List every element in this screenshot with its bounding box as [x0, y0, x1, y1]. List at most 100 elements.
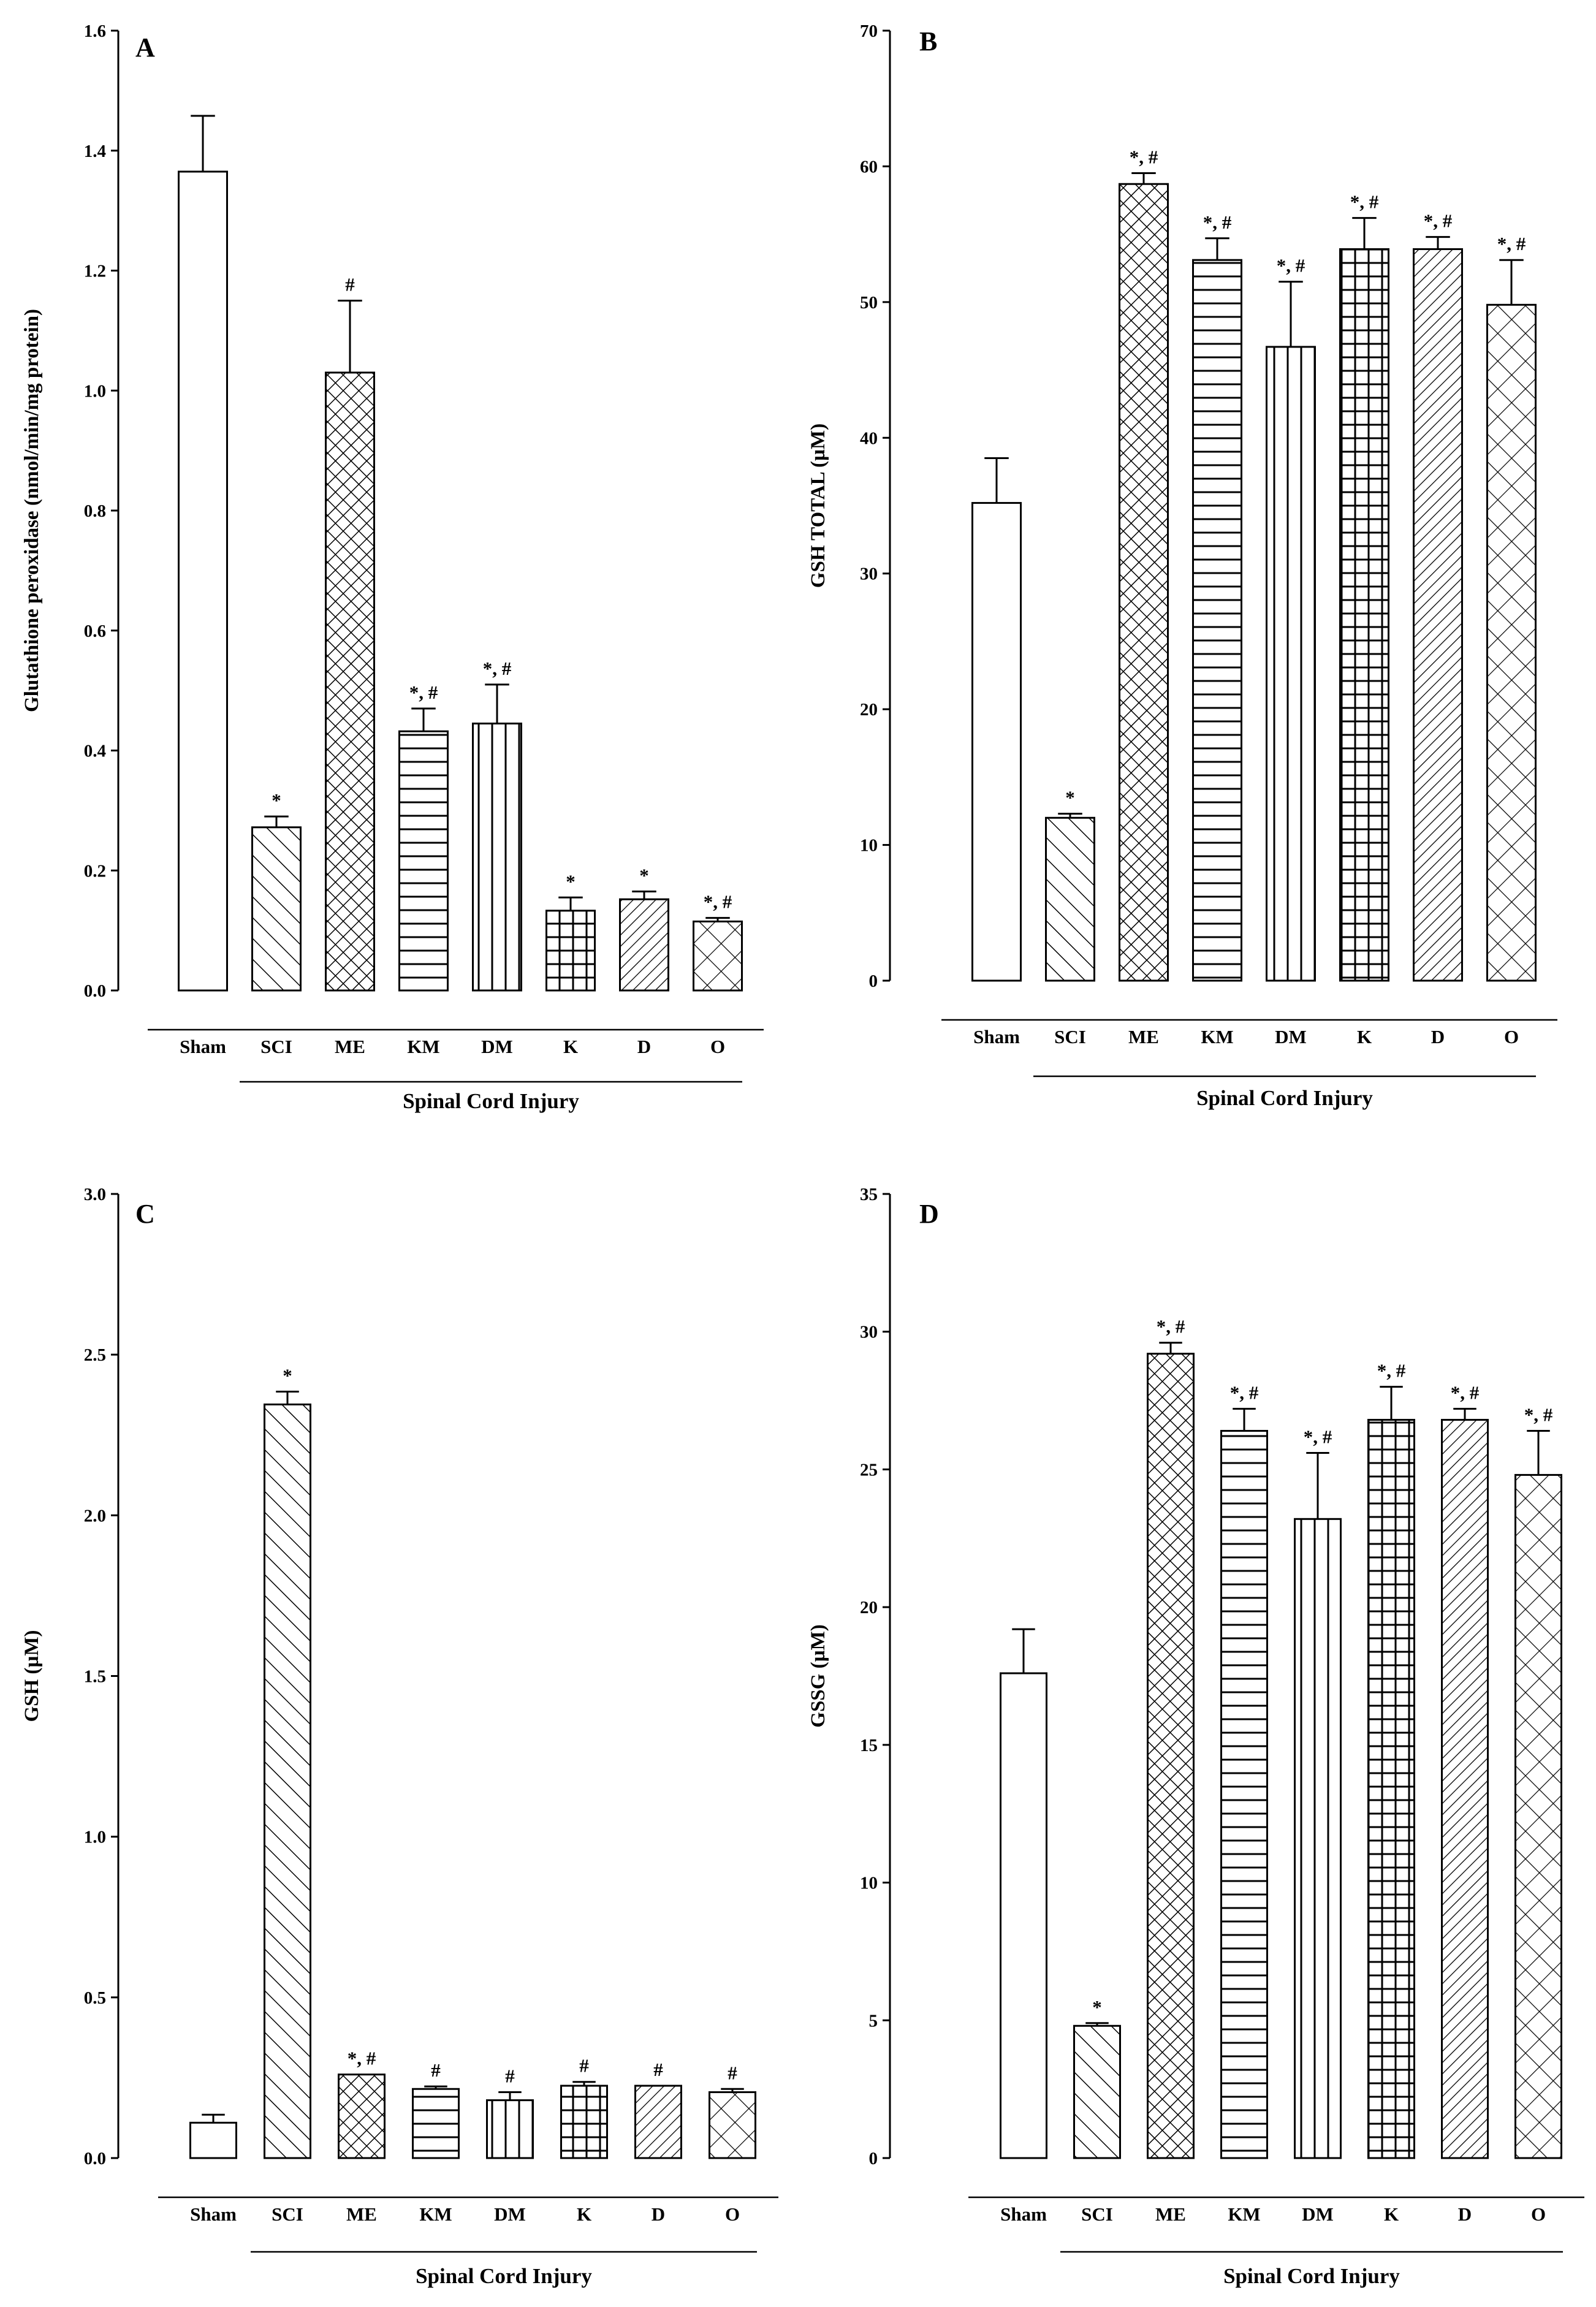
panel-d-significance-label: *, # — [1377, 1360, 1406, 1382]
panel-c-category-label: ME — [346, 2203, 377, 2225]
panel-c-bar-me — [338, 2073, 386, 2159]
panel-d-category-label: O — [1531, 2203, 1546, 2225]
panel-d-category-label: KM — [1228, 2203, 1260, 2225]
panel-c-significance-label: # — [431, 2059, 441, 2081]
panel-d-significance-label: *, # — [1451, 1382, 1480, 1404]
panel-b-bar-o — [1486, 303, 1537, 982]
panel-a-significance-label: *, # — [409, 682, 438, 703]
panel-b-y-tick-label: 30 — [860, 564, 878, 584]
panel-d-bar-sci — [1073, 2024, 1121, 2159]
panel-b-y-tick-label: 20 — [860, 700, 878, 720]
panel-b-significance-label: *, # — [1203, 211, 1232, 233]
panel-c-letter: C — [135, 1199, 155, 1229]
panel-d-category-label: ME — [1155, 2203, 1186, 2225]
panel-b-letter: B — [919, 26, 937, 56]
panel-b-category-label: O — [1504, 1026, 1519, 1047]
panel-d-category-label: D — [1458, 2203, 1472, 2225]
panel-d-category-label: Sham — [1000, 2203, 1047, 2225]
panel-d-y-tick-label: 20 — [860, 1598, 878, 1617]
panel-c-category-label: Sham — [190, 2203, 237, 2225]
panel-c-y-tick-label: 3.0 — [84, 1185, 106, 1204]
panel-b-bar-d — [1413, 248, 1463, 982]
panel-c-category-label: SCI — [272, 2203, 303, 2225]
panel-a-y-tick-label: 0.0 — [84, 981, 106, 1001]
panel-a-category-label: Sham — [180, 1036, 226, 1057]
panel-d-letter: D — [919, 1199, 939, 1229]
panel-a-bar-k — [545, 910, 596, 992]
panel-b-category-label: K — [1357, 1026, 1372, 1047]
panel-a-y-tick-label: 0.4 — [84, 742, 106, 761]
panel-d-bar-sham — [1000, 1672, 1047, 2159]
panel-a-category-label: DM — [481, 1036, 513, 1057]
panel-c-y-tick-label: 0.5 — [84, 1988, 106, 2008]
panel-a-y-tick-label: 0.8 — [84, 501, 106, 521]
panel-b-category-label: DM — [1275, 1026, 1307, 1047]
panel-d-significance-label: *, # — [1524, 1404, 1553, 1426]
panel-b-significance-label: *, # — [1277, 255, 1305, 276]
panel-d-category-label: K — [1384, 2203, 1399, 2225]
panel-b-category-label: SCI — [1054, 1026, 1086, 1047]
panel-c-bar-k — [560, 2085, 608, 2159]
panel-c-category-label: K — [577, 2203, 591, 2225]
panel-c-y-tick-label: 1.0 — [84, 1828, 106, 1847]
panel-d-significance-label: *, # — [1157, 1316, 1185, 1337]
panel-d-bar-me — [1147, 1353, 1195, 2159]
panel-b-y-tick-label: 10 — [860, 836, 878, 856]
panel-a-category-label: ME — [335, 1036, 365, 1057]
panel-d-significance-label: * — [1092, 1996, 1102, 2018]
panel-a-y-tick-label: 1.0 — [84, 381, 106, 401]
panel-b-bar-me — [1119, 183, 1169, 982]
panel-b-bar-sci — [1045, 816, 1095, 982]
panel-b-y-tick-label: 70 — [860, 21, 878, 41]
panel-a-y-tick-label: 0.2 — [84, 861, 106, 881]
panel-b-significance-label: *, # — [1350, 191, 1379, 213]
panel-d-significance-label: *, # — [1230, 1382, 1259, 1404]
panel-c-category-label: D — [652, 2203, 665, 2225]
panel-b-significance-label: *, # — [1130, 146, 1158, 168]
panel-d-bar-k — [1367, 1419, 1415, 2159]
panel-d-group-label: Spinal Cord Injury — [1223, 2264, 1400, 2288]
panel-d-bar-o — [1514, 1473, 1562, 2159]
panel-b-category-label: ME — [1128, 1026, 1159, 1047]
panel-b-group-label: Spinal Cord Injury — [1196, 1086, 1373, 1110]
panel-d-significance-label: *, # — [1304, 1426, 1332, 1447]
panel-a-y-axis-label: Glutathione peroxidase (nmol/min/mg prot… — [21, 309, 43, 712]
panel-c-bar-dm — [486, 2099, 534, 2159]
panel-a-category-label: KM — [407, 1036, 439, 1057]
panel-c-bar-d — [634, 2085, 682, 2159]
panel-c-bar-o — [709, 2091, 756, 2159]
panel-a-bar-dm — [472, 722, 522, 992]
panel-a-category-label: D — [637, 1036, 651, 1057]
panel-d-category-label: SCI — [1081, 2203, 1113, 2225]
panel-c-significance-label: *, # — [348, 2048, 376, 2069]
panel-c-significance-label: * — [283, 1364, 292, 1386]
panel-a-bar-sham — [178, 170, 228, 992]
panel-b-bar-dm — [1266, 346, 1316, 982]
panel-a-group-label: Spinal Cord Injury — [403, 1089, 579, 1113]
panel-c-bar-sham — [189, 2121, 237, 2159]
panel-b-category-label: KM — [1201, 1026, 1233, 1047]
panel-d-bar-dm — [1294, 1518, 1342, 2159]
panel-a-category-label: K — [563, 1036, 578, 1057]
panel-c-category-label: O — [725, 2203, 740, 2225]
panel-a-significance-label: # — [345, 273, 355, 295]
panel-a-significance-label: * — [272, 789, 281, 811]
panel-c-significance-label: # — [505, 2066, 515, 2087]
panel-a-y-tick-label: 1.6 — [84, 21, 106, 41]
panel-a-significance-label: *, # — [483, 658, 512, 679]
panel-a-letter: A — [135, 32, 155, 63]
panel-a-category-label: SCI — [260, 1036, 292, 1057]
panel-a-y-tick-label: 1.4 — [84, 142, 106, 161]
panel-c-significance-label: # — [728, 2062, 737, 2083]
panel-a-significance-label: * — [566, 870, 576, 892]
panel-d-category-label: DM — [1302, 2203, 1334, 2225]
panel-b-y-axis-label: GSH TOTAL (µM) — [807, 424, 829, 588]
panel-c-y-tick-label: 2.0 — [84, 1506, 106, 1526]
panel-a-y-tick-label: 1.2 — [84, 262, 106, 281]
panel-d-bar-km — [1220, 1430, 1268, 2159]
panel-a-bar-me — [325, 371, 375, 992]
panel-b-significance-label: *, # — [1497, 233, 1526, 254]
panel-a-significance-label: * — [639, 865, 649, 886]
panel-b-category-label: Sham — [973, 1026, 1020, 1047]
panel-c-group-label: Spinal Cord Injury — [416, 2264, 592, 2288]
